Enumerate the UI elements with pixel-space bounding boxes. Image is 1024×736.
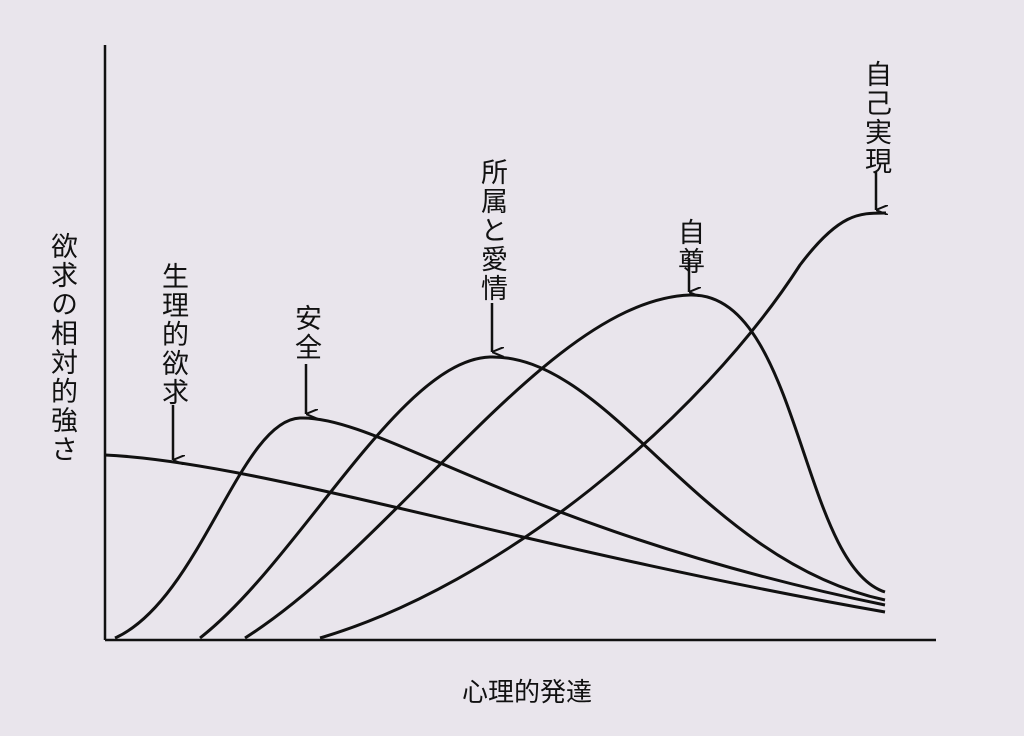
curve-label: 安全 (290, 304, 321, 362)
curve-label: 自尊 (673, 218, 704, 276)
curve-label: 自己実現 (860, 60, 891, 176)
y-axis-label: 欲求の相対的強さ (46, 232, 77, 464)
curve-safety (114, 416, 886, 640)
curve-self-actualization (319, 211, 887, 640)
curve-physiological (104, 453, 886, 614)
curve-label: 所属と愛情 (476, 158, 507, 303)
curve-belonging (199, 355, 886, 640)
curve-label: 生理的欲求 (157, 262, 188, 407)
x-axis-label: 心理的発達 (462, 678, 593, 708)
curve-esteem (244, 293, 886, 640)
